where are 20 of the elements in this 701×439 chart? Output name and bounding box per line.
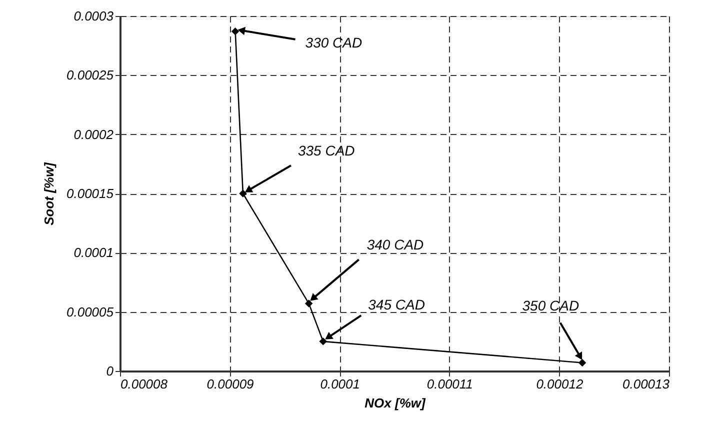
y-tick-label: 0.0003 (74, 8, 114, 24)
y-tick-label: 0.00015 (66, 186, 114, 201)
y-axis-title: Soot [%w] (42, 162, 57, 226)
x-tick-label: 0.00009 (206, 376, 254, 392)
annotation: 350 CAD (522, 298, 580, 314)
y-tick-label: 0.0001 (74, 245, 114, 260)
y-tick-label: 0 (106, 364, 114, 378)
y-tick-label: 0.0002 (74, 126, 114, 142)
x-tick-label: 0.0001 (320, 376, 360, 392)
annotation: 335 CAD (298, 142, 355, 158)
y-tick-label: 0.00025 (66, 68, 114, 83)
x-tick-label: 0.00012 (536, 376, 584, 392)
x-tick-label: 0.00011 (426, 376, 473, 392)
x-axis-title: NOx [%w] (364, 396, 426, 410)
y-tick-label: 0.00005 (66, 304, 114, 320)
x-tick-label: 0.00013 (622, 376, 670, 392)
annotation: 340 CAD (366, 236, 424, 253)
annotation: 345 CAD (368, 296, 425, 312)
annotation: 330 CAD (305, 34, 362, 50)
x-tick-label: 0.00008 (120, 376, 168, 392)
